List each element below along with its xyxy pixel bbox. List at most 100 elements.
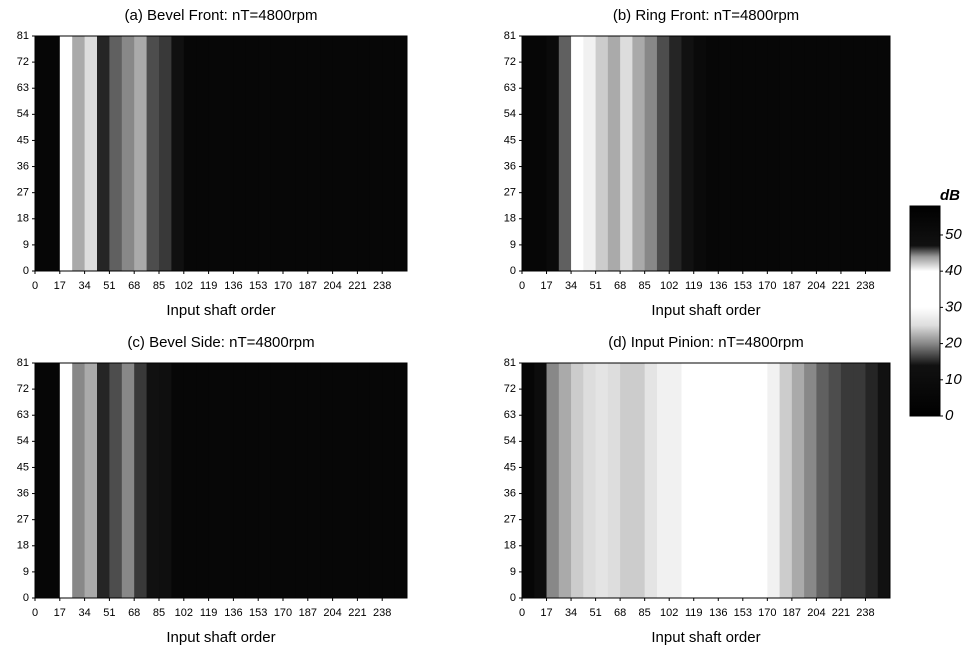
- y-tick-label: 81: [17, 357, 29, 369]
- x-tick-label: 68: [614, 280, 626, 292]
- x-tick-label: 187: [299, 280, 317, 292]
- x-tick-label: 170: [758, 607, 776, 619]
- heat-cell: [558, 363, 572, 598]
- x-tick-label: 102: [660, 607, 678, 619]
- heat-cell: [571, 36, 584, 271]
- x-tick-label: 221: [348, 280, 366, 292]
- x-tick-label: 51: [103, 280, 115, 292]
- heat-cell: [546, 363, 560, 598]
- heat-cell: [258, 363, 272, 598]
- x-tick-label: 85: [153, 280, 165, 292]
- heat-cell: [369, 36, 383, 271]
- chart-title: (b) Ring Front: nT=4800rpm: [613, 7, 799, 24]
- heat-cell: [706, 363, 719, 598]
- heat-cell: [595, 36, 609, 271]
- heat-cell: [72, 363, 86, 598]
- heat-cell: [669, 363, 682, 598]
- heat-cell: [742, 36, 756, 271]
- heat-cell: [791, 36, 805, 271]
- x-tick-label: 0: [519, 280, 525, 292]
- x-tick-label: 221: [832, 280, 850, 292]
- heat-cell: [258, 36, 272, 271]
- x-tick-label: 204: [323, 607, 341, 619]
- x-tick-label: 204: [807, 280, 825, 292]
- heat-cell: [295, 36, 309, 271]
- heat-cell: [718, 36, 732, 271]
- x-tick-label: 0: [32, 607, 38, 619]
- heat-cell: [59, 363, 73, 598]
- heat-cell: [656, 363, 670, 598]
- heat-cell: [534, 36, 548, 271]
- heat-cell: [865, 36, 879, 271]
- heat-cell: [369, 363, 383, 598]
- plot-frame: [521, 35, 891, 272]
- heat-cell: [816, 363, 830, 598]
- heat-cell: [644, 36, 658, 271]
- x-tick-label: 119: [200, 607, 218, 619]
- y-tick-label: 63: [17, 82, 29, 94]
- x-tick-label: 170: [274, 280, 292, 292]
- heat-cell: [595, 363, 609, 598]
- y-tick-label: 63: [504, 82, 516, 94]
- y-tick-label: 9: [510, 566, 516, 578]
- heat-cell: [208, 363, 222, 598]
- heat-cell: [283, 36, 296, 271]
- heat-cell: [84, 36, 98, 271]
- colorbar-tick-label: 30: [945, 298, 962, 315]
- heat-cell: [632, 363, 646, 598]
- heat-cell: [853, 36, 866, 271]
- x-tick-label: 17: [54, 280, 66, 292]
- y-tick-label: 54: [504, 435, 516, 447]
- x-tick-label: 85: [639, 280, 651, 292]
- x-tick-label: 187: [783, 280, 801, 292]
- heat-cell: [221, 36, 234, 271]
- heat-cell: [320, 36, 334, 271]
- x-tick-label: 136: [224, 607, 242, 619]
- heat-cell: [35, 36, 48, 271]
- heat-cell: [196, 363, 210, 598]
- x-tick-label: 17: [540, 607, 552, 619]
- heat-cell: [394, 36, 408, 271]
- x-axis-label: Input shaft order: [651, 629, 760, 646]
- heat-cell: [583, 363, 597, 598]
- chart-title: (c) Bevel Side: nT=4800rpm: [127, 334, 314, 351]
- heat-cell: [718, 363, 732, 598]
- y-tick-label: 36: [17, 160, 29, 172]
- x-axis-label: Input shaft order: [166, 302, 275, 319]
- heat-cell: [877, 36, 891, 271]
- x-tick-label: 238: [856, 280, 874, 292]
- x-tick-label: 51: [103, 607, 115, 619]
- heat-cell: [382, 363, 396, 598]
- heat-cell: [669, 36, 682, 271]
- x-tick-label: 0: [32, 280, 38, 292]
- heat-cell: [72, 36, 86, 271]
- heat-cell: [233, 363, 247, 598]
- y-tick-label: 27: [17, 514, 29, 526]
- heat-cell: [779, 363, 793, 598]
- heat-cell: [283, 363, 296, 598]
- heat-cell: [767, 363, 781, 598]
- x-tick-label: 85: [153, 607, 165, 619]
- y-tick-label: 54: [504, 108, 516, 120]
- heat-cell: [183, 36, 197, 271]
- x-tick-label: 102: [175, 280, 193, 292]
- heat-cell: [59, 36, 73, 271]
- heat-cell: [546, 36, 560, 271]
- y-tick-label: 63: [17, 409, 29, 421]
- x-tick-label: 119: [685, 280, 703, 292]
- heat-cell: [109, 36, 123, 271]
- y-tick-label: 72: [17, 383, 29, 395]
- heat-cell: [35, 363, 48, 598]
- y-tick-label: 9: [510, 239, 516, 251]
- x-tick-label: 34: [78, 280, 90, 292]
- y-tick-label: 81: [504, 30, 516, 42]
- plot-frame: [34, 35, 408, 272]
- colorbar-tick-label: 50: [945, 226, 962, 243]
- x-axis-label: Input shaft order: [651, 302, 760, 319]
- y-tick-label: 18: [504, 540, 516, 552]
- heat-cell: [47, 36, 61, 271]
- heat-cell: [607, 363, 621, 598]
- heat-cell: [270, 36, 284, 271]
- heat-cell: [295, 363, 309, 598]
- heat-cell: [245, 363, 259, 598]
